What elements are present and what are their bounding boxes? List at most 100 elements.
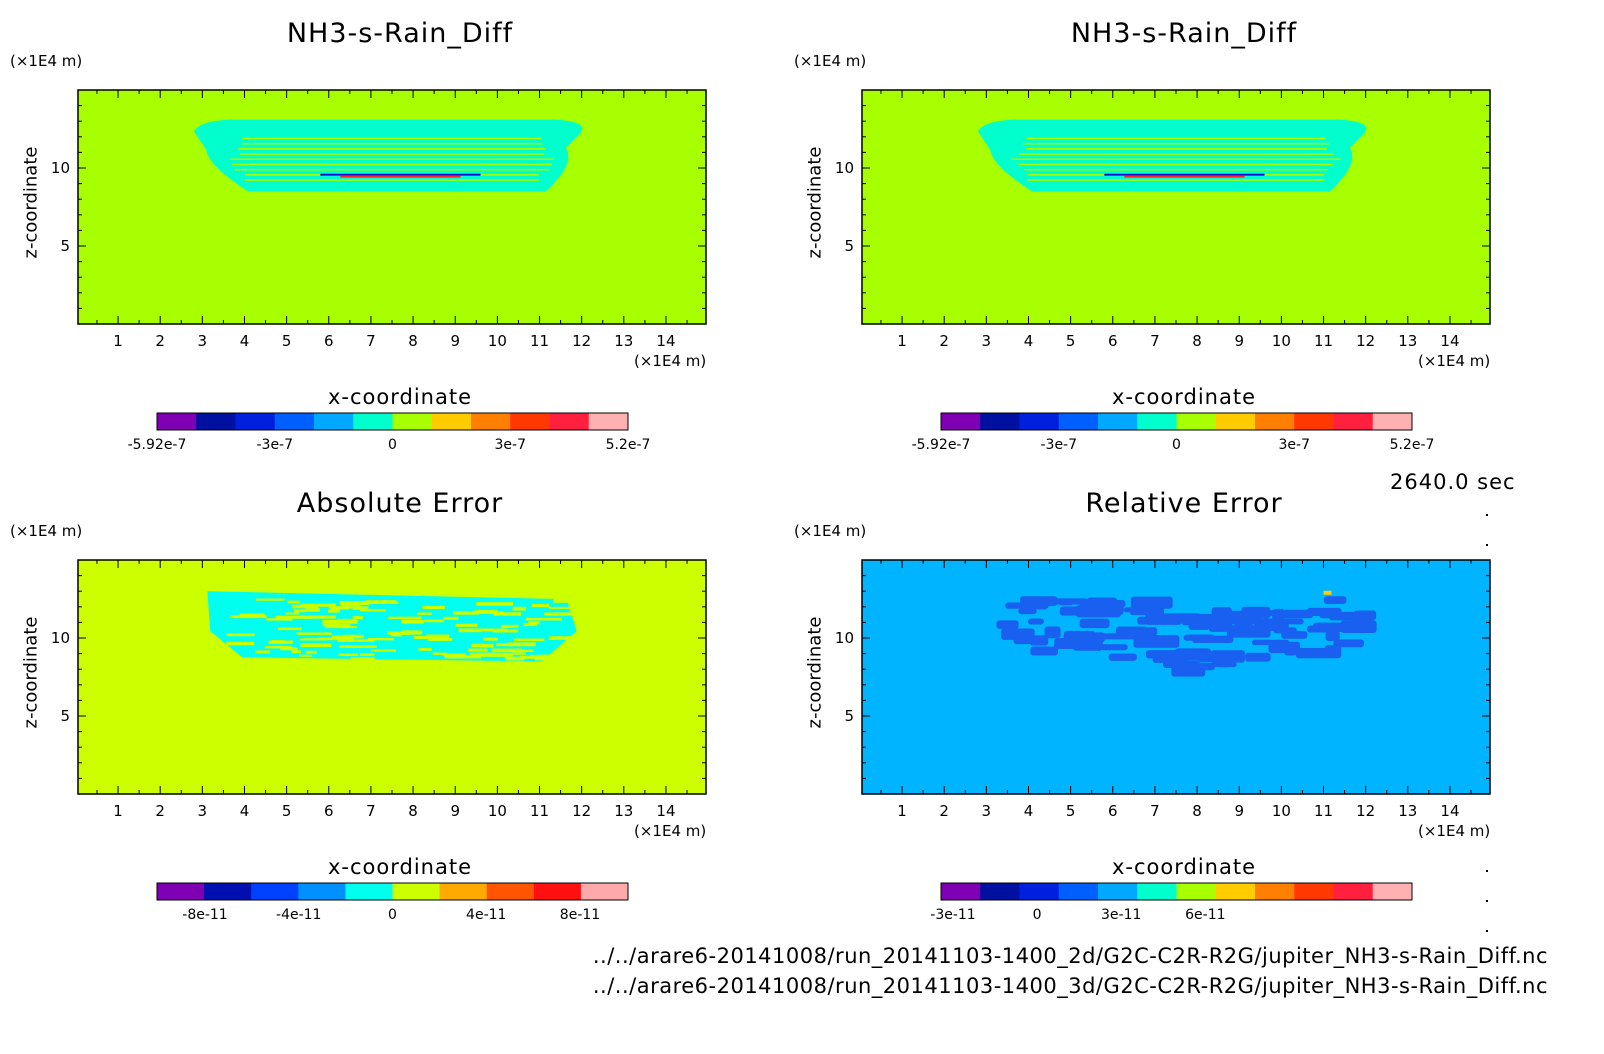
feature-stripe <box>525 617 563 621</box>
colorbar-segment <box>588 413 629 430</box>
feature-blob <box>1319 610 1336 619</box>
chart-panel-4: Relative Error (×1E4 m) (×1E4 m) z-coordina… <box>784 470 1584 950</box>
colorbar-segment <box>1098 413 1138 430</box>
x-tick-label: 7 <box>1150 332 1160 350</box>
feature-stripe <box>453 611 479 615</box>
colorbar-segment <box>471 413 511 430</box>
y-tick-label: 10 <box>835 159 854 177</box>
y-tick-label: 10 <box>835 629 854 647</box>
feature-stripe <box>218 653 238 657</box>
feature-stripe <box>1018 153 1334 155</box>
feature-body <box>194 119 583 192</box>
colorbar-tick-label: 0 <box>388 907 397 923</box>
x-tick-label: 12 <box>572 802 591 820</box>
colorbar-segment <box>1137 413 1177 430</box>
feature-stripe <box>239 153 545 155</box>
feature-stripe <box>505 656 525 661</box>
field-feature <box>978 119 1367 192</box>
feature-stripe <box>242 137 542 140</box>
feature-body <box>207 591 577 662</box>
feature-blob <box>1133 635 1180 648</box>
feature-blob <box>1245 652 1271 662</box>
colorbar-tick-label: 5.2e-7 <box>606 437 651 453</box>
colorbar-segment <box>1215 413 1256 430</box>
colorbar-segment <box>204 883 252 900</box>
feature-stripe <box>293 609 307 613</box>
colorbar-segment <box>1176 413 1217 430</box>
feature-blob <box>1295 647 1342 659</box>
feature-stripe <box>287 600 300 604</box>
feature-blob <box>1063 630 1096 640</box>
feature-stripe <box>305 650 317 654</box>
x-tick-label: 9 <box>450 332 460 350</box>
feature-stripe <box>299 638 328 641</box>
feature-blob <box>996 620 1019 629</box>
feature-blob <box>1079 618 1110 629</box>
feature-stripe <box>239 613 265 617</box>
colorbar-segment <box>196 413 236 430</box>
feature-blob <box>1020 596 1058 607</box>
colorbar-tick-label: 5.2e-7 <box>1390 437 1435 453</box>
feature-blob <box>1100 644 1128 651</box>
feature-stripe <box>496 642 534 647</box>
colorbar-segment <box>1294 883 1334 900</box>
colorbar-segment <box>345 883 393 900</box>
x-axis-label: x-coordinate <box>1111 385 1256 409</box>
colorbar-segment <box>353 413 393 430</box>
feature-stripe <box>534 656 565 661</box>
x-tick-label: 10 <box>488 802 507 820</box>
feature-stripe <box>1011 158 1341 161</box>
y-axis-unit: (×1E4 m) <box>794 522 867 540</box>
feature-stripe <box>226 641 255 646</box>
feature-stripe <box>387 631 422 635</box>
feature-stripe <box>417 612 432 615</box>
colorbar-frame <box>940 412 1413 431</box>
line-feature-low <box>1104 173 1265 176</box>
colorbar-segment <box>1333 413 1374 430</box>
colorbar-tick-label: 6e-11 <box>1185 907 1225 923</box>
feature-stripe <box>544 612 580 616</box>
x-tick-label: 10 <box>488 332 507 350</box>
feature-stripe <box>426 634 450 638</box>
feature-stripe <box>244 179 540 181</box>
feature-stripe <box>477 628 508 632</box>
colorbar-frame <box>940 882 1413 901</box>
feature-body <box>978 119 1367 192</box>
x-tick-label: 10 <box>1272 802 1291 820</box>
x-tick-label: 2 <box>939 332 949 350</box>
x-tick-label: 6 <box>324 332 334 350</box>
colorbar-segment <box>1255 883 1295 900</box>
chart-title: NH3-s-Rain_Diff <box>286 18 514 49</box>
colorbar-tick-label: 0 <box>388 437 397 453</box>
feature-stripe <box>458 628 481 633</box>
x-tick-label: 6 <box>1108 332 1118 350</box>
colorbar-tick-label: -4e-11 <box>276 907 321 923</box>
chart-title: Absolute Error <box>296 488 504 519</box>
feature-stripe <box>530 654 545 659</box>
feature-stripe <box>266 618 293 621</box>
colorbar-segment <box>1019 883 1060 900</box>
feature-stripe <box>553 598 574 603</box>
y-tick-label: 10 <box>51 629 70 647</box>
colorbar-tick-label: 0 <box>1172 437 1181 453</box>
x-tick-label: 8 <box>408 332 418 350</box>
colorbar-segment <box>1333 883 1374 900</box>
colorbar-segment <box>941 883 981 900</box>
colorbar-segment <box>1372 413 1413 430</box>
colorbar-segment <box>392 883 441 900</box>
colorbar-segment <box>439 883 488 900</box>
x-tick-label: 2 <box>155 332 165 350</box>
feature-blob <box>1183 634 1215 641</box>
field-feature <box>194 119 583 192</box>
field-background <box>78 560 706 794</box>
colorbar-segment <box>1294 413 1334 430</box>
feature-stripe <box>275 615 313 619</box>
feature-stripe <box>1018 163 1334 166</box>
x-tick-label: 2 <box>939 802 949 820</box>
feature-blob <box>1226 625 1271 638</box>
feature-stripe <box>469 652 490 656</box>
feature-stripe <box>339 601 370 605</box>
feature-stripe <box>432 652 447 656</box>
x-tick-label: 11 <box>530 332 549 350</box>
feature-stripe <box>318 637 355 641</box>
